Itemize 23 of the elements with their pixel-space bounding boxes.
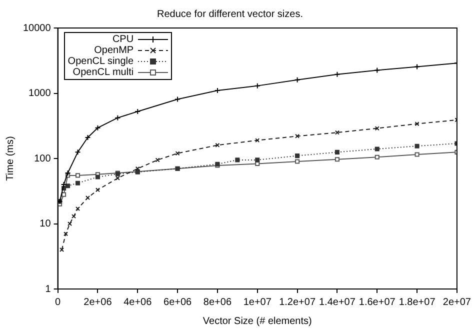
y-tick-label: 10000 — [22, 22, 52, 34]
y-tick-label: 100 — [34, 153, 52, 164]
x-tick-label: 0 — [55, 296, 62, 308]
x-tick-label: 1e+07 — [243, 296, 272, 308]
x-tick-label: 6e+06 — [164, 296, 192, 308]
y-tick-label: 10 — [40, 218, 52, 230]
x-tick-label: 2e+07 — [442, 296, 472, 308]
chart-title: Reduce for different vector sizes. — [157, 8, 303, 20]
legend-label: OpenMP — [94, 45, 134, 56]
x-tick-label: 8e+06 — [203, 296, 232, 308]
x-tick-label: 2e+06 — [84, 296, 112, 308]
y-tick-label: 1000 — [28, 88, 52, 99]
x-tick-label: 1.6e+07 — [358, 296, 396, 308]
legend-label: CPU — [112, 34, 134, 45]
x-tick-label: 1.2e+07 — [279, 296, 316, 308]
x-tick-label: 1.4e+07 — [318, 296, 356, 308]
x-tick-label: 4e+06 — [124, 296, 152, 308]
y-axis-title: Time (ms) — [4, 136, 16, 181]
x-axis-title: Vector Size (# elements) — [202, 316, 312, 327]
legend-label: OpenCL single — [68, 56, 134, 67]
legend-label: OpenCL multi — [72, 67, 134, 78]
x-tick-label: 1.8e+07 — [398, 296, 436, 308]
y-tick-label: 1 — [45, 284, 52, 295]
